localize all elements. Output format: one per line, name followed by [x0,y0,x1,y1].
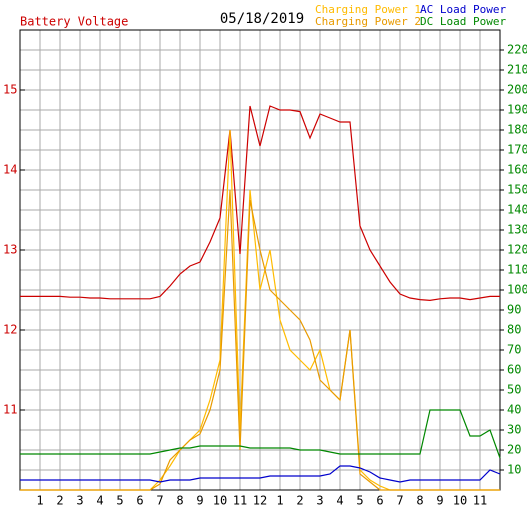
y2-tick-label: 150 [507,183,527,197]
y2-tick-label: 20 [507,443,521,457]
y-tick-label: 14 [3,163,17,177]
x-tick-label: 7 [396,494,403,508]
y2-tick-label: 80 [507,323,521,337]
y-tick-label: 13 [3,243,17,257]
x-tick-label: 8 [416,494,423,508]
y2-tick-label: 10 [507,463,521,477]
x-tick-label: 4 [336,494,343,508]
x-tick-label: 11 [473,494,487,508]
y2-tick-label: 70 [507,343,521,357]
y-tick-label: 12 [3,323,17,337]
y-tick-label: 11 [3,403,17,417]
y2-tick-label: 90 [507,303,521,317]
y2-tick-label: 210 [507,63,527,77]
x-tick-label: 10 [213,494,227,508]
y-tick-label: 15 [3,83,17,97]
legend-entry: Charging Power 2 [315,15,421,28]
legend-entry: Charging Power 1 [315,3,421,16]
y2-tick-label: 190 [507,103,527,117]
y2-tick-label: 180 [507,123,527,137]
x-tick-label: 3 [76,494,83,508]
y2-tick-label: 110 [507,263,527,277]
y2-tick-label: 100 [507,283,527,297]
y2-tick-label: 170 [507,143,527,157]
legend-entry: DC Load Power [420,15,506,28]
x-tick-label: 12 [253,494,267,508]
y2-tick-label: 130 [507,223,527,237]
y2-tick-label: 30 [507,423,521,437]
x-tick-label: 7 [156,494,163,508]
x-tick-label: 2 [56,494,63,508]
chart-title: Battery Voltage [20,15,128,29]
x-tick-label: 5 [356,494,363,508]
series-line [20,465,501,483]
x-tick-label: 4 [96,494,103,508]
series-line [20,409,501,459]
x-tick-label: 5 [116,494,123,508]
x-tick-label: 10 [453,494,467,508]
series-line [20,105,500,302]
x-tick-label: 2 [296,494,303,508]
x-tick-label: 11 [233,494,247,508]
x-tick-label: 1 [276,494,283,508]
chart-date: 05/18/2019 [220,11,304,27]
x-tick-label: 9 [196,494,203,508]
plot-frame [19,29,501,491]
y2-tick-label: 120 [507,243,527,257]
x-tick-label: 8 [176,494,183,508]
y2-tick-label: 200 [507,83,527,97]
legend-entry: AC Load Power [420,3,506,16]
y2-tick-label: 40 [507,403,521,417]
y2-tick-label: 60 [507,363,521,377]
x-tick-label: 3 [316,494,323,508]
series-line [20,189,500,491]
y2-tick-label: 220 [507,43,527,57]
y2-tick-label: 140 [507,203,527,217]
y2-tick-label: 160 [507,163,527,177]
x-tick-label: 9 [436,494,443,508]
y2-tick-label: 50 [507,383,521,397]
x-tick-label: 6 [136,494,143,508]
x-tick-label: 1 [36,494,43,508]
x-tick-label: 6 [376,494,383,508]
